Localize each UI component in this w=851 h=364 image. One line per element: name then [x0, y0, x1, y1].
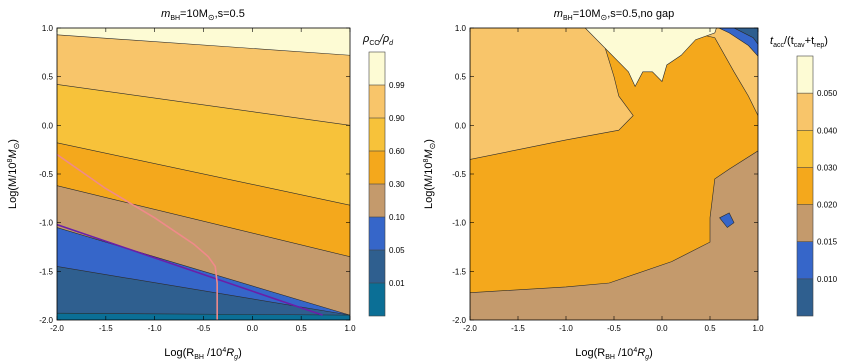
- left-colorbar-segment: [369, 85, 385, 118]
- left-colorbar-segment: [369, 151, 385, 184]
- left-ticks: -2.0 -1.5 -1.0 -0.5 0.0 0.5 1.0 -2.0 -1.5 -1.0 -0.…: [39, 24, 356, 333]
- right-y-tick-label: 1.0: [455, 24, 467, 33]
- right-x-tick-label: -1.5: [511, 324, 525, 333]
- left-colorbar: 0.01 0.05 0.10 0.30 0.60 0.90 0.99: [368, 51, 405, 317]
- left-colorbar-tick-label: 0.30: [389, 180, 405, 189]
- right-x-tick-label: 0.0: [656, 324, 668, 333]
- left-contour-line: [57, 227, 350, 316]
- left-x-axis-label: Log(RBH /104Rg): [164, 347, 242, 361]
- left-panel: -2.0 -1.5 -1.0 -0.5 0.0 0.5 1.0 -2.0 -1.5 -1.0 -0.…: [7, 8, 405, 361]
- right-y-tick-label: -0.5: [452, 170, 466, 179]
- left-contour-line: [57, 142, 350, 206]
- left-title: mBH=10M⊙,s=0.5: [161, 8, 245, 22]
- right-colorbar-frame: [796, 55, 814, 317]
- left-y-axis-label: Log(M/108M⊙): [7, 139, 21, 209]
- left-contour-line: [57, 185, 350, 258]
- right-colorbar: 0.010 0.015 0.020 0.030 0.040 0.050: [796, 55, 838, 317]
- left-x-tick-label: -1.0: [148, 324, 162, 333]
- right-colorbar-tick-label: 0.010: [817, 275, 838, 284]
- right-colorbar-tick-label: 0.030: [817, 163, 838, 172]
- left-plot-area: [57, 28, 350, 320]
- left-colorbar-tick-label: 0.05: [389, 246, 405, 255]
- left-purple-line: [57, 223, 323, 316]
- left-y-tick-label: 0.0: [42, 121, 54, 130]
- left-y-tick-label: -0.5: [39, 170, 53, 179]
- left-contour-line: [57, 84, 350, 126]
- right-title: mBH=10M⊙,s=0.5,no gap: [554, 8, 674, 22]
- right-colorbar-segment: [797, 93, 813, 131]
- left-colorbar-tick-label: 0.60: [389, 147, 405, 156]
- right-colorbar-segment: [797, 204, 813, 242]
- left-colorbar-segment: [369, 52, 385, 85]
- left-y-tick-label: -1.5: [39, 267, 53, 276]
- left-y-tick-label: -1.0: [39, 219, 53, 228]
- right-colorbar-tick-label: 0.020: [817, 201, 838, 210]
- left-x-tick-label: 0.5: [296, 324, 308, 333]
- right-plot-area: [470, 28, 758, 320]
- right-band-tan: [470, 150, 758, 320]
- left-x-tick-label: -2.0: [50, 324, 64, 333]
- left-colorbar-tick-label: 0.90: [389, 114, 405, 123]
- left-colorbar-tick-label: 0.10: [389, 213, 405, 222]
- left-colorbar-label: ρCO/ρd: [362, 33, 394, 47]
- left-colorbar-tick-label: 0.01: [389, 279, 405, 288]
- right-colorbar-tick-label: 0.040: [817, 126, 838, 135]
- left-contour-line: [57, 34, 350, 56]
- right-y-tick-label: 0.5: [455, 73, 467, 82]
- left-y-tick-label: 1.0: [42, 24, 54, 33]
- left-x-tick-label: -1.5: [99, 324, 113, 333]
- left-colorbar-segment: [369, 118, 385, 151]
- left-y-tick-label: -2.0: [39, 316, 53, 325]
- left-colorbar-segment: [369, 217, 385, 250]
- right-ticks: -2.0 -1.5 -1.0 -0.5 0.0 0.5 1.0 -2.0 -1.5 -1.0 -0.…: [452, 24, 764, 333]
- left-colorbar-segment: [369, 250, 385, 283]
- right-colorbar-tick-label: 0.015: [817, 238, 838, 247]
- right-x-tick-label: -2.0: [463, 324, 477, 333]
- right-x-axis-label: Log(RBH /104Rg): [575, 347, 653, 361]
- left-y-tick-label: 0.5: [42, 73, 54, 82]
- right-colorbar-segment: [797, 130, 813, 168]
- right-colorbar-tick-label: 0.050: [817, 89, 838, 98]
- right-x-tick-label: 1.0: [752, 324, 764, 333]
- right-x-tick-label: -0.5: [607, 324, 621, 333]
- right-corner-dark: [733, 28, 758, 45]
- left-band-6: [57, 28, 350, 126]
- right-colorbar-segment: [797, 167, 813, 205]
- left-x-tick-label: 1.0: [344, 324, 356, 333]
- left-band-7: [57, 28, 350, 56]
- right-y-tick-label: 0.0: [455, 121, 467, 130]
- right-y-tick-label: -2.0: [452, 316, 466, 325]
- right-colorbar-label: tacc/(tcav+trep): [770, 35, 828, 49]
- left-colorbar-tick-label: 0.99: [389, 81, 405, 90]
- right-y-tick-label: -1.0: [452, 219, 466, 228]
- right-y-axis-label: Log(M/108M⊙): [423, 139, 437, 209]
- right-colorbar-segment: [797, 241, 813, 279]
- left-colorbar-segment: [369, 184, 385, 217]
- right-x-tick-label: -1.0: [559, 324, 573, 333]
- right-y-tick-label: -1.5: [452, 267, 466, 276]
- right-blue-spot: [719, 212, 735, 228]
- right-x-tick-label: 0.5: [704, 324, 716, 333]
- right-colorbar-segment: [797, 56, 813, 94]
- right-colorbar-segment: [797, 278, 813, 316]
- right-band-cream: [584, 28, 717, 88]
- right-panel: -2.0 -1.5 -1.0 -0.5 0.0 0.5 1.0 -2.0 -1.5 -1.0 -0.…: [423, 8, 838, 361]
- left-x-tick-label: -0.5: [197, 324, 211, 333]
- left-contour-line: [57, 312, 350, 316]
- left-pink-curve: [57, 153, 218, 320]
- left-colorbar-segment: [369, 283, 385, 316]
- left-x-tick-label: 0.0: [247, 324, 259, 333]
